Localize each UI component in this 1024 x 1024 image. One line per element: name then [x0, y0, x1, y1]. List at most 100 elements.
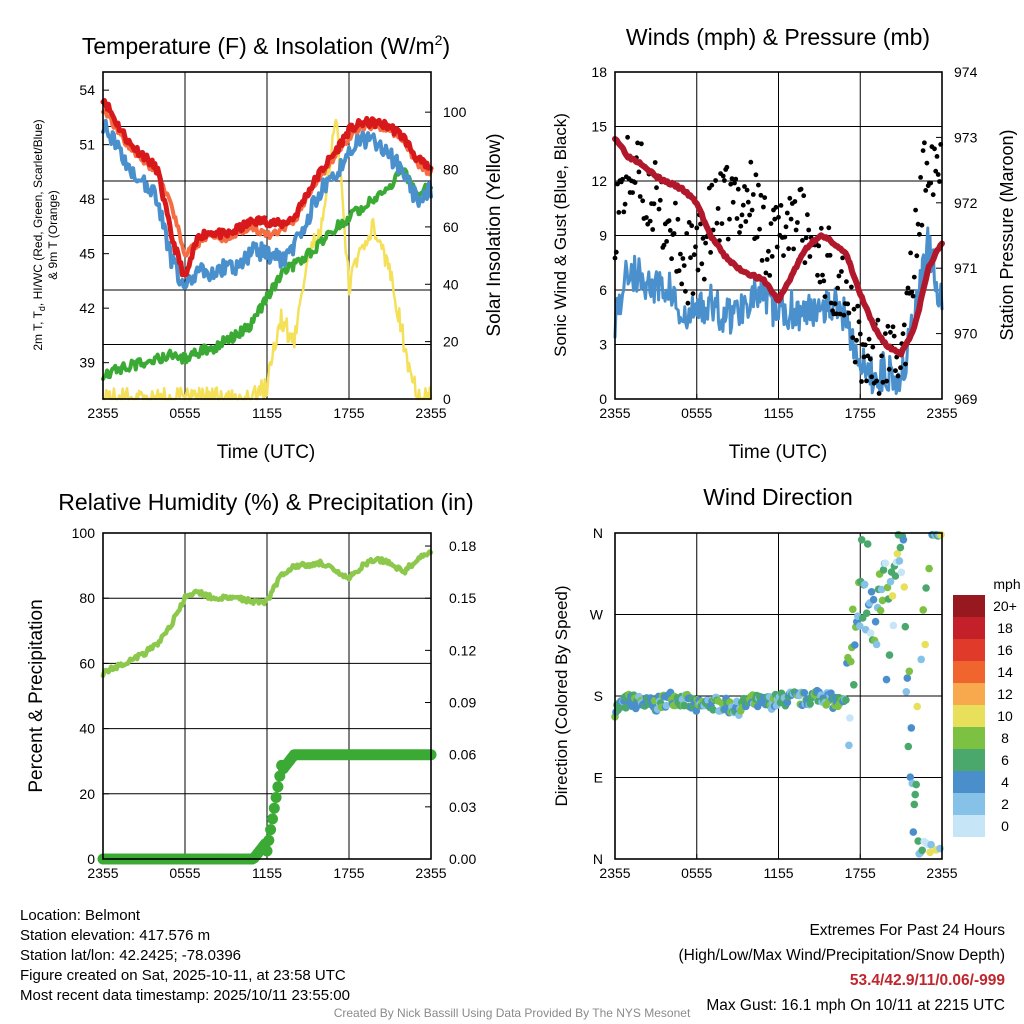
gust-dot	[639, 141, 644, 147]
gust-dot	[681, 263, 687, 268]
humidity-panel: Relative Humidity (%) & Precipitation (i…	[26, 489, 474, 793]
gust-dot	[876, 391, 882, 396]
direction-dot	[897, 568, 906, 577]
gust-dot	[849, 284, 854, 290]
gust-dot	[883, 331, 888, 336]
gust-dot	[886, 366, 892, 372]
gust-dot	[782, 234, 788, 240]
gust-dot	[919, 222, 925, 228]
y-tick-label-left: 51	[79, 137, 95, 153]
gust-dot	[822, 294, 828, 299]
gust-dot	[651, 201, 657, 207]
direction-dot	[866, 629, 875, 637]
x-tick-label: 0555	[681, 865, 712, 881]
gust-dot	[733, 176, 739, 182]
gust-dot	[801, 193, 807, 199]
legend-swatch	[953, 793, 985, 815]
plot-border	[102, 532, 432, 860]
y-tick-label-right: 20	[443, 334, 459, 350]
max-gust-text: Max Gust: 16.1 mph On 10/11 at 2215 UTC	[706, 997, 1005, 1014]
gust-dot	[740, 202, 746, 208]
x-tick-label: 1755	[333, 865, 364, 881]
y-tick-label-right: 0.00	[449, 851, 476, 867]
sonic-wind-line	[613, 226, 944, 395]
gust-dot	[851, 306, 857, 312]
gust-dot	[679, 281, 685, 287]
direction-dot	[893, 550, 902, 558]
gust-dot	[756, 182, 761, 188]
gust-dot	[850, 335, 856, 340]
gust-dot	[669, 256, 674, 262]
gust-dot	[773, 204, 779, 210]
y-tick-label-left: 54	[79, 82, 95, 98]
y-tick-label-right: 100	[443, 104, 467, 120]
y-tick-label-left: 100	[72, 525, 96, 541]
legend-label: 0	[1001, 818, 1009, 834]
x-tick-label: 2355	[415, 865, 446, 881]
gust-dot	[729, 176, 735, 182]
y-tick-label-right: 60	[443, 219, 459, 235]
gust-dot	[815, 272, 820, 278]
location-text: Location: Belmont	[20, 907, 141, 924]
gust-dot	[739, 212, 745, 218]
gust-dot	[800, 238, 805, 243]
gust-dot	[764, 257, 770, 262]
temperature-xlabel: Time (UTC)	[217, 442, 316, 463]
gust-dot	[737, 230, 742, 235]
x-tick-label: 2355	[599, 865, 630, 881]
gust-dot	[922, 140, 927, 146]
gust-dot	[827, 252, 833, 258]
y-tick-label-left: 40	[79, 721, 95, 737]
gust-dot	[935, 172, 941, 177]
gust-dot	[933, 168, 939, 174]
gust-dot	[661, 242, 667, 248]
y-tick-label-left: 18	[591, 64, 607, 80]
plot-border	[102, 71, 432, 400]
gust-dot	[675, 216, 681, 222]
gust-dot	[890, 324, 896, 330]
gust-dot	[730, 199, 736, 205]
direction-dot	[891, 572, 900, 580]
y-tick-label-right: 0.15	[449, 590, 476, 606]
gust-dot	[636, 169, 642, 175]
gust-dot	[727, 216, 732, 222]
direction-dot	[937, 531, 945, 539]
gust-dot	[821, 278, 827, 284]
gust-dot	[699, 261, 705, 267]
gust-dot	[749, 207, 755, 213]
gust-dot	[866, 336, 872, 342]
direction-dot	[901, 622, 910, 631]
y-tick-label-left: 0	[87, 851, 95, 867]
y-tick-label-left: 60	[79, 655, 95, 671]
direction-dot	[878, 596, 887, 605]
precipitation-dot	[263, 834, 275, 846]
gust-dot	[884, 378, 890, 384]
legend-label: 20+	[993, 598, 1017, 614]
extremes-title: Extremes For Past 24 Hours	[809, 922, 1005, 939]
gust-dot	[891, 333, 897, 339]
x-tick-label: 0555	[169, 865, 200, 881]
gust-dot	[700, 236, 706, 241]
gust-dot	[652, 160, 658, 165]
gust-dot	[688, 255, 693, 261]
gust-dot	[781, 253, 786, 258]
gust-dot	[761, 204, 766, 210]
gust-dot	[844, 279, 849, 284]
gust-dot	[846, 310, 852, 316]
y-tick-label-right: 0.03	[449, 799, 476, 815]
direction-dot	[910, 800, 919, 809]
legend-swatch	[953, 639, 985, 661]
gust-dot	[693, 244, 698, 250]
gust-dot	[720, 173, 726, 179]
x-tick-label: 0555	[681, 405, 712, 421]
gust-dot	[807, 254, 813, 259]
gust-dot	[803, 235, 809, 241]
direction-dot	[872, 640, 881, 649]
gust-dot	[828, 300, 834, 306]
temperature-ylabel-right: Solar Insolation (Yellow)	[484, 133, 505, 336]
legend-label: 8	[1001, 730, 1009, 746]
y-tick-label-right: 972	[954, 195, 978, 211]
direction-dot	[889, 621, 898, 630]
station-pressure-line	[612, 136, 945, 358]
gust-dot	[657, 197, 663, 203]
